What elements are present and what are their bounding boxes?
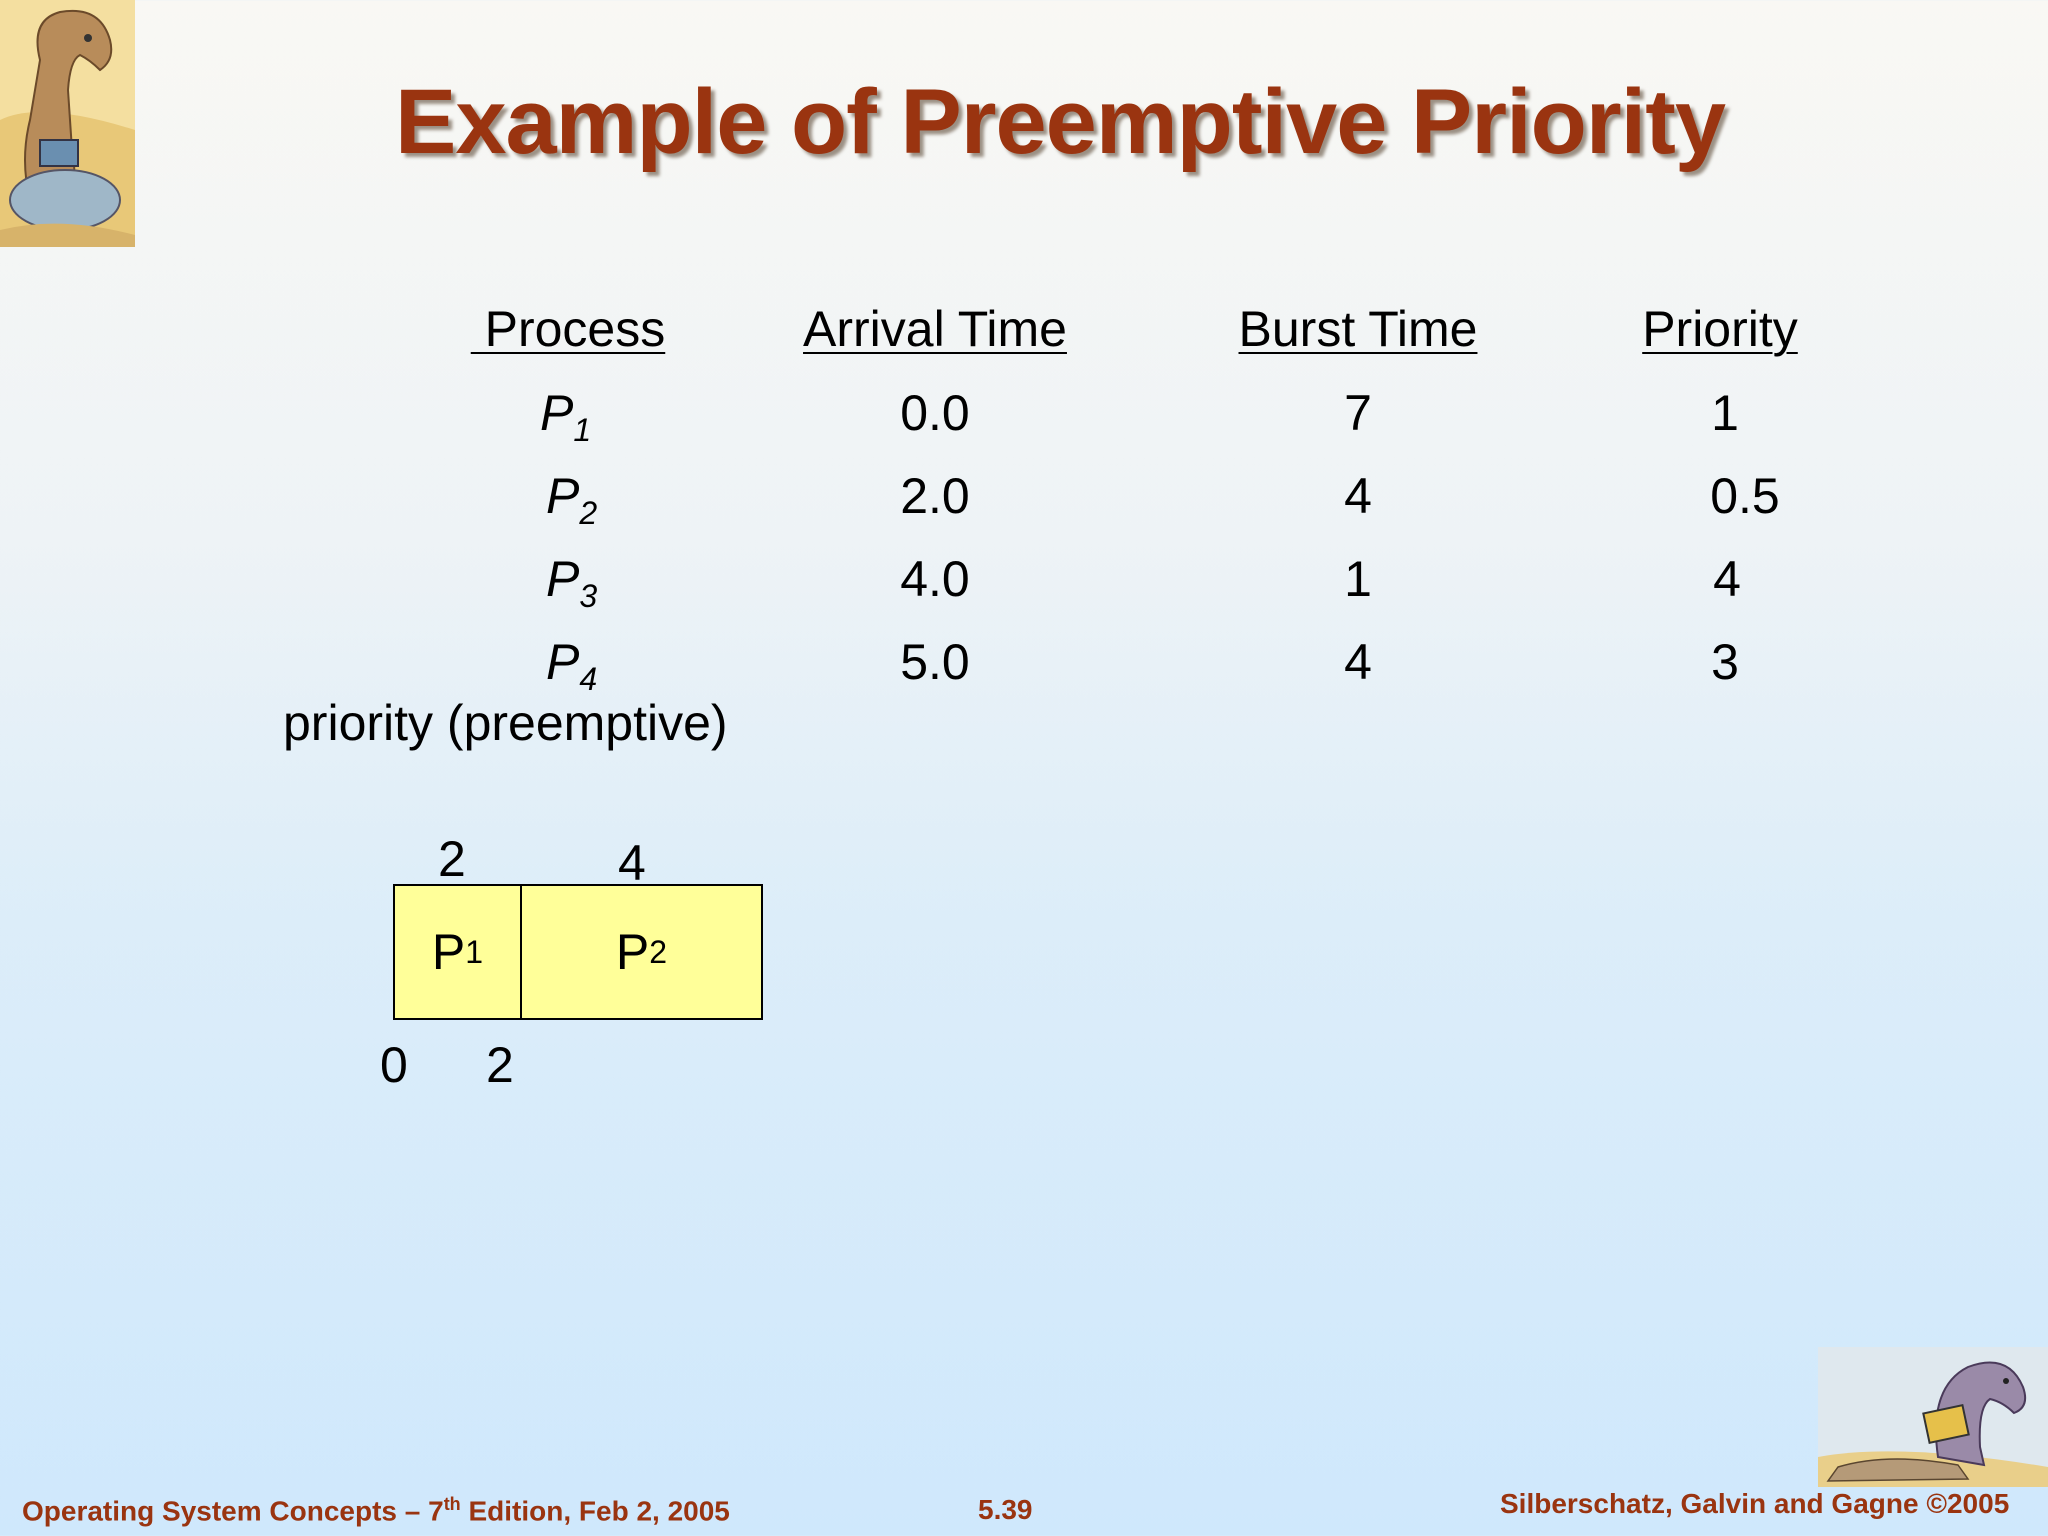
arrival-time: 2.0: [900, 468, 970, 524]
dinosaur-laptop-icon: [1818, 1347, 2048, 1487]
header-arrival-time: Arrival Time: [803, 301, 1067, 357]
footer-slide-number: 5.39: [978, 1494, 1033, 1525]
burst-time: 4: [1344, 468, 1372, 524]
arrival-time: 4.0: [900, 551, 970, 607]
footer-book-edition: Operating System Concepts – 7th Edition,…: [22, 1494, 730, 1527]
gantt-above-label: 4: [618, 835, 646, 891]
scheduling-subheading: priority (preemptive): [283, 695, 728, 751]
process-name: P1: [540, 385, 592, 448]
header-priority: Priority: [1642, 301, 1798, 357]
gantt-time-label: 0: [380, 1037, 408, 1093]
burst-time: 1: [1344, 551, 1372, 607]
header-burst-time: Burst Time: [1238, 301, 1478, 357]
priority-value: 1: [1711, 385, 1739, 441]
footer-copyright: Silberschatz, Galvin and Gagne ©2005: [1500, 1488, 2010, 1519]
priority-value: 3: [1711, 634, 1739, 690]
process-name: P2: [546, 468, 598, 531]
priority-value: 0.5: [1710, 468, 1780, 524]
gantt-above-label: 2: [438, 831, 466, 887]
arrival-time: 0.0: [900, 385, 970, 441]
gantt-time-label: 2: [486, 1037, 514, 1093]
burst-time: 7: [1344, 385, 1372, 441]
process-name: P3: [546, 551, 598, 614]
header-process: Process: [470, 301, 666, 357]
dinosaur-reading-icon: [0, 0, 135, 247]
priority-value: 4: [1713, 551, 1741, 607]
slide-title: Example of Preemptive Priority: [394, 71, 1726, 173]
process-name: P4: [546, 634, 598, 697]
arrival-time: 5.0: [900, 634, 970, 690]
burst-time: 4: [1344, 634, 1372, 690]
